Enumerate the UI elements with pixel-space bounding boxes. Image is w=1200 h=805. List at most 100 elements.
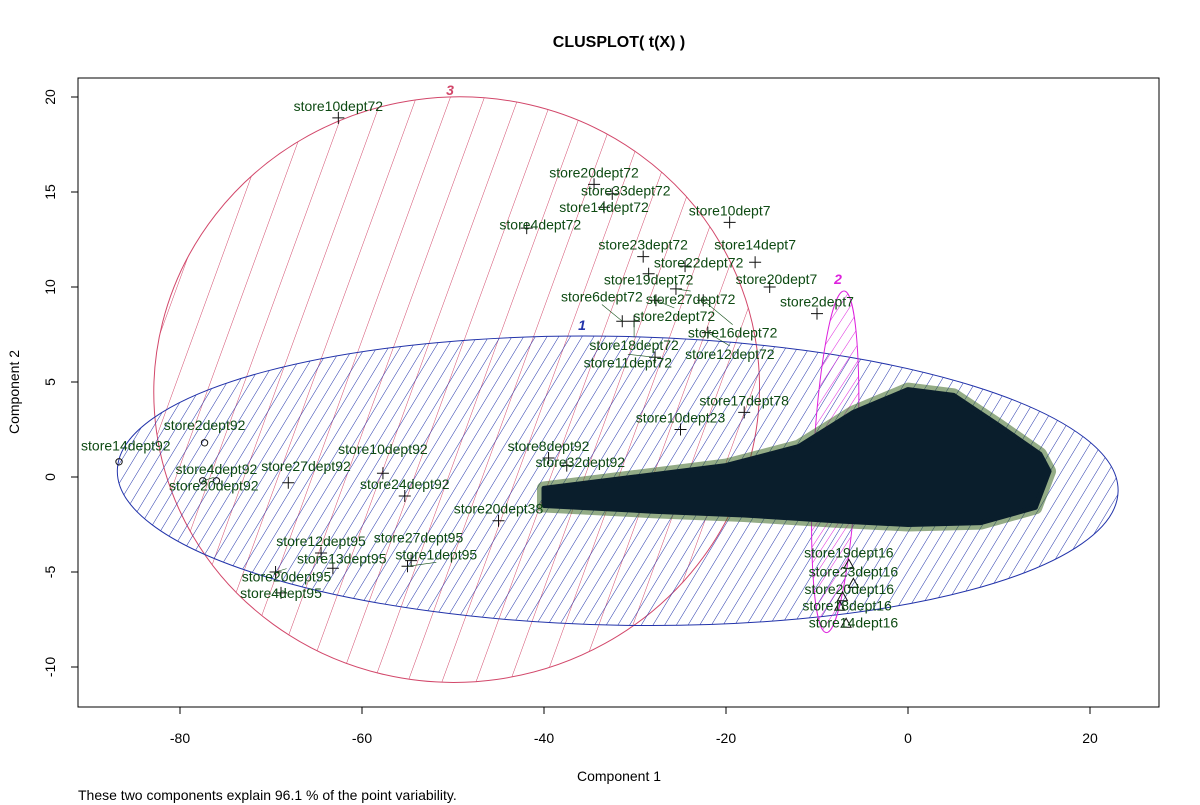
point-label: store18dept16 (802, 597, 892, 613)
point-plus (326, 562, 339, 575)
point-label: store10dept92 (338, 441, 428, 457)
point-circle (115, 458, 123, 466)
point-label: store12dept95 (276, 533, 366, 549)
label-leader-line (675, 288, 691, 292)
point-plus (738, 406, 751, 419)
point-label: store10dept7 (689, 202, 771, 218)
point-plus (674, 423, 687, 436)
y-tick-label: -10 (42, 657, 58, 677)
point-label: store14dept72 (559, 199, 649, 215)
x-tick-label: -40 (534, 730, 554, 746)
label-leader-line (275, 568, 287, 573)
point-label: store18dept72 (589, 337, 679, 353)
point-plus (679, 260, 692, 273)
point-label: store24dept92 (360, 476, 450, 492)
point-label: store10dept23 (636, 410, 726, 426)
y-tick-label: 20 (42, 89, 58, 105)
cluster-id-label: 3 (446, 82, 454, 98)
label-leader-lines (202, 271, 733, 573)
point-label: store22dept72 (654, 255, 744, 271)
point-label: store20dept7 (736, 271, 818, 287)
plot-area (115, 96, 1119, 683)
point-label: store11dept72 (584, 354, 673, 370)
y-axis-label: Component 2 (6, 350, 22, 434)
label-leader-line (407, 562, 437, 567)
point-plus (275, 586, 288, 599)
point-triangle (833, 600, 846, 611)
label-leader-line (627, 353, 656, 358)
point-label: store27dept95 (374, 530, 464, 546)
x-axis-label: Component 1 (577, 768, 661, 784)
plot-frame (77, 77, 1160, 708)
point-plus (492, 514, 505, 527)
point-plus (542, 452, 555, 464)
point-plus (376, 467, 389, 480)
point-label: store10dept72 (294, 98, 384, 114)
point-label: store14dept16 (809, 614, 899, 630)
point-plus (723, 216, 736, 229)
point-label: store4dept92 (176, 461, 258, 477)
point-plus (811, 307, 823, 320)
point-plus (749, 256, 762, 269)
x-tick-label: 0 (904, 730, 912, 746)
point-label: store2dept92 (164, 417, 246, 433)
x-tick-label: -20 (716, 730, 736, 746)
point-label: store16dept72 (688, 325, 778, 341)
point-circle (200, 439, 209, 447)
label-layer: 1 2 3 store10dept72 store20dept72 store33dept… (81, 82, 898, 630)
point-plus (520, 222, 533, 235)
point-label: store2dept7 (780, 294, 854, 310)
y-tick-label: 0 (42, 473, 58, 481)
x-tick-label: -60 (352, 730, 372, 746)
cluster-id-label: 1 (578, 317, 586, 333)
point-label: store23dept16 (809, 563, 899, 579)
dense-point-mass (541, 387, 1052, 527)
cluster-id-label: 2 (833, 271, 842, 287)
point-label: store8dept92 (508, 438, 590, 454)
point-triangle (840, 617, 852, 628)
point-triangle (843, 558, 855, 569)
label-leader-line (703, 300, 733, 325)
point-label: store14dept7 (714, 236, 796, 252)
point-label: store19dept72 (604, 272, 694, 288)
x-tick-label: -80 (170, 730, 190, 746)
x-tick-label: 20 (1082, 730, 1098, 746)
y-tick-label: -5 (42, 566, 58, 579)
label-leader-line (202, 477, 214, 482)
label-leader-line (707, 332, 730, 347)
point-plus (606, 187, 619, 200)
point-label: store23dept72 (598, 237, 688, 253)
point-label: store20dept38 (454, 501, 544, 517)
axes: -80 -60 -40 -20 0 20 -10 -5 0 5 10 15 20 (42, 89, 1098, 746)
point-label: store2dept72 (633, 308, 715, 324)
point-label: store20dept95 (242, 569, 332, 585)
point-label: store6dept72 (561, 288, 643, 304)
point-triangle (847, 577, 860, 588)
point-plus (763, 281, 776, 293)
chart-title: CLUSPLOT( t(X) ) (553, 34, 685, 51)
point-plus (315, 547, 328, 559)
point-label: store20dept92 (169, 477, 259, 493)
point-triangle (836, 590, 849, 602)
point-plus (332, 111, 345, 124)
point-plus (598, 201, 611, 214)
point-label: store1dept95 (395, 546, 477, 562)
point-label: store20dept16 (805, 581, 895, 597)
point-label: store14dept92 (81, 438, 171, 454)
point-label: store19dept16 (804, 544, 894, 560)
point-label: store17dept78 (699, 392, 789, 408)
point-label: store27dept72 (646, 291, 736, 307)
y-tick-label: 10 (42, 279, 58, 295)
label-leader-line (655, 300, 675, 309)
point-label: store20dept72 (549, 164, 639, 180)
y-tick-label: 15 (42, 184, 58, 200)
point-label: store12dept72 (685, 346, 775, 362)
point-label: store4dept72 (499, 217, 581, 233)
point-label: store27dept92 (261, 458, 351, 474)
point-label: store13dept95 (297, 550, 387, 566)
point-label: store32dept92 (536, 454, 626, 470)
point-circle (212, 477, 221, 485)
point-circle (199, 477, 207, 485)
label-leader-line (601, 304, 623, 322)
